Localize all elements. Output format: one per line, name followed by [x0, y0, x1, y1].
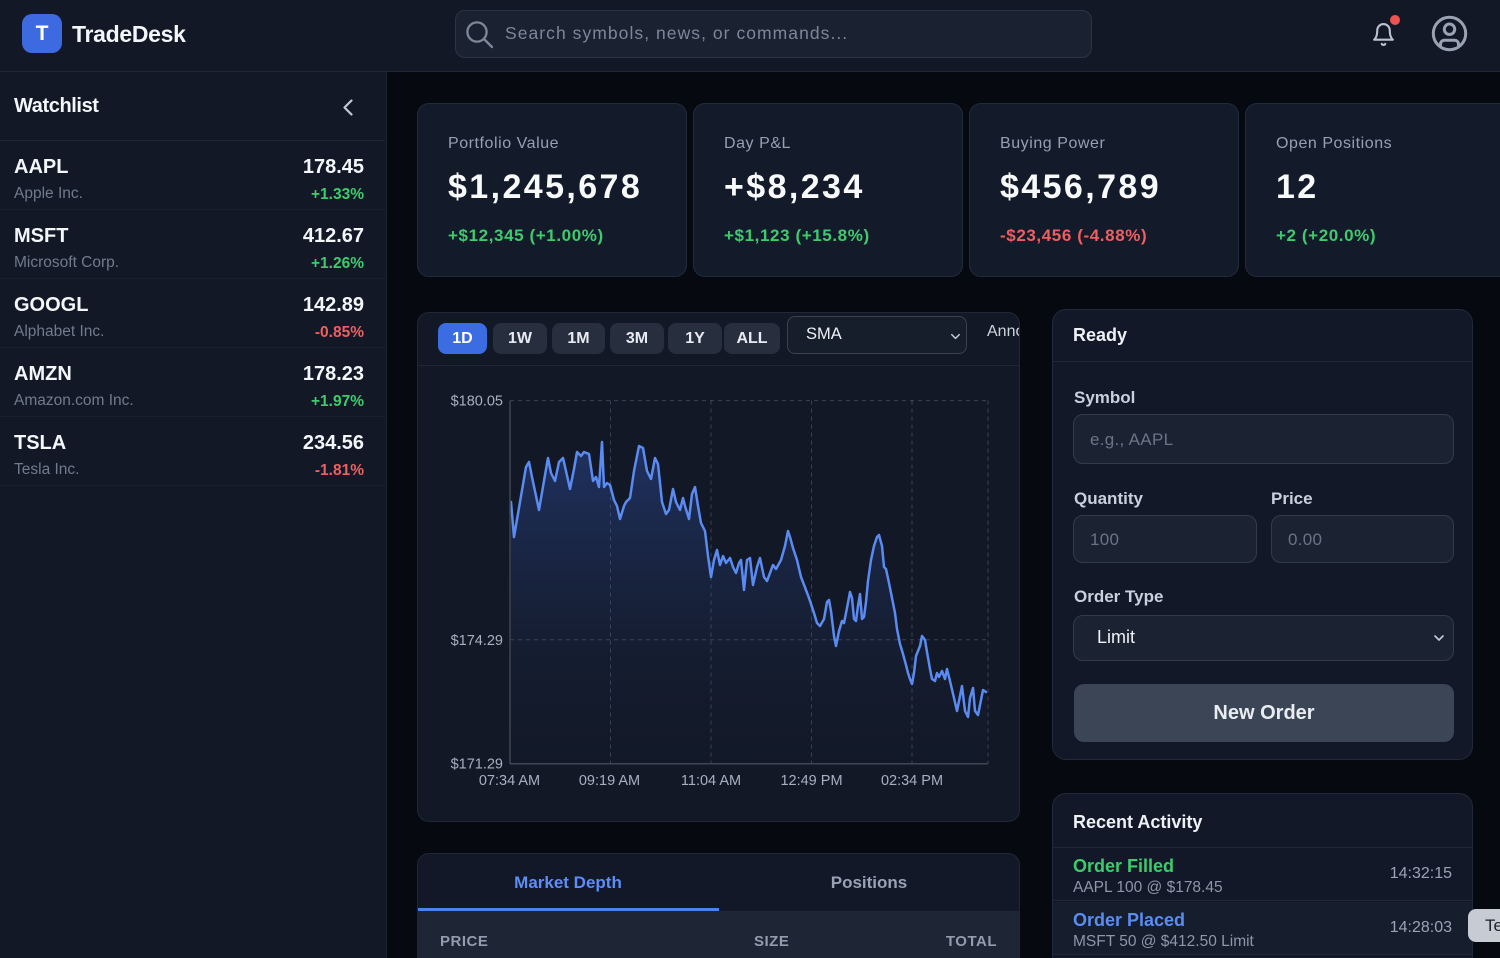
svg-text:07:34 AM: 07:34 AM — [479, 773, 540, 789]
svg-text:$171.29: $171.29 — [451, 757, 503, 773]
svg-text:11:04 AM: 11:04 AM — [681, 773, 741, 789]
svg-text:$180.05: $180.05 — [451, 394, 503, 410]
svg-text:$174.29: $174.29 — [451, 633, 503, 649]
svg-text:12:49 PM: 12:49 PM — [780, 773, 842, 789]
svg-text:02:34 PM: 02:34 PM — [881, 773, 943, 789]
svg-text:09:19 AM: 09:19 AM — [579, 773, 640, 789]
